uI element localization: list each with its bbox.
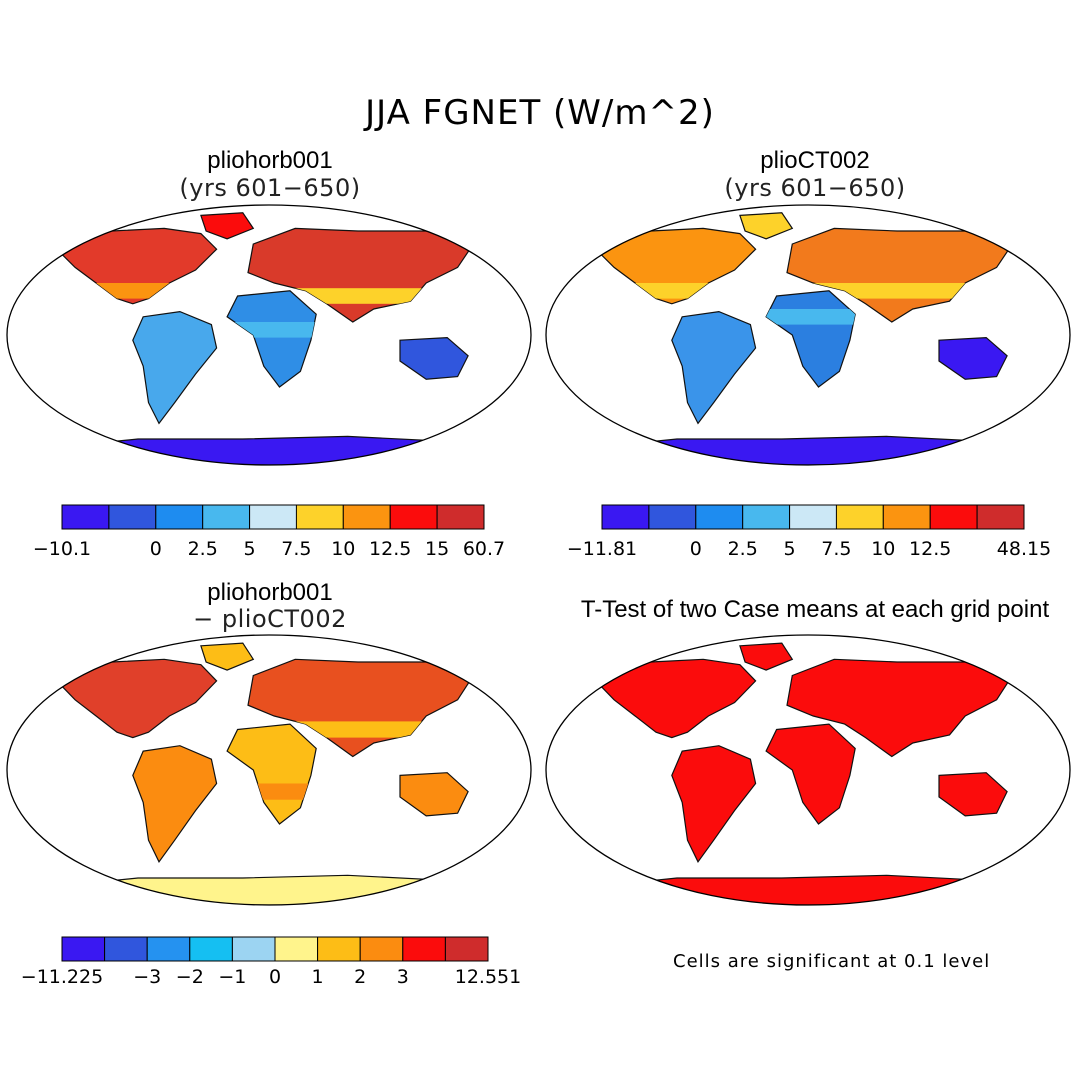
colorbar-swatch bbox=[648, 504, 697, 530]
land-greenland bbox=[200, 212, 255, 240]
land-greenland bbox=[739, 642, 794, 671]
land-antarctica bbox=[597, 874, 1030, 905]
colorbar-tick-label: 5 bbox=[244, 538, 256, 560]
colorbar-tick-label: 0 bbox=[150, 538, 162, 560]
colorbar-swatch bbox=[104, 936, 148, 962]
colorbar-3: −11.225 −3 −2 −1 0 1 2 3 12.551 bbox=[21, 936, 521, 988]
colorbar-tick-label: −1 bbox=[218, 966, 246, 988]
colorbar-tick-label: −11.225 bbox=[21, 966, 103, 988]
colorbar-tick-label: 5 bbox=[784, 538, 796, 560]
colorbar-tick-label: 7.5 bbox=[821, 538, 851, 560]
colorbar-swatch bbox=[402, 936, 446, 962]
colorbar-tick-label: 48.15 bbox=[997, 538, 1051, 560]
land-samerica bbox=[671, 310, 757, 425]
colorbar-tick-label: 7.5 bbox=[281, 538, 311, 560]
land-eurasia bbox=[786, 227, 1014, 323]
land-australia bbox=[938, 772, 1008, 817]
colorbar-swatch bbox=[155, 504, 204, 530]
land-namerica bbox=[58, 658, 218, 739]
colorbar-swatch bbox=[317, 936, 361, 962]
colorbar-swatch bbox=[359, 936, 404, 962]
colorbar-swatch bbox=[389, 504, 438, 530]
panel-3-title: pliohorb001 bbox=[207, 579, 333, 606]
colorbar-1: −10.1 0 2.5 5 7.5 10 12.5 15 60.7 bbox=[33, 504, 505, 560]
colorbar-tick-label: 0 bbox=[269, 966, 281, 988]
land-greenland bbox=[739, 212, 794, 240]
colorbar-swatch bbox=[61, 936, 106, 962]
colorbar-swatch bbox=[436, 504, 485, 530]
land-greenland bbox=[200, 642, 255, 671]
colorbar-tick-label: 15 bbox=[425, 538, 449, 560]
colorbar-tick-label: 12.551 bbox=[455, 966, 521, 988]
land-antarctica bbox=[58, 874, 491, 905]
land-africa bbox=[765, 723, 856, 825]
colorbar-swatch bbox=[601, 504, 650, 530]
map-border bbox=[6, 634, 532, 906]
colorbar-swatch bbox=[929, 504, 978, 530]
land-samerica bbox=[132, 745, 218, 863]
colorbar-swatch bbox=[61, 504, 110, 530]
land-antarctica bbox=[58, 435, 491, 465]
colorbar-tick-label: 10 bbox=[331, 538, 355, 560]
panel-3-subtitle: − plioCT002 bbox=[193, 605, 347, 633]
colorbar-swatch bbox=[882, 504, 931, 530]
map-border bbox=[545, 204, 1071, 466]
colorbar-swatch bbox=[231, 936, 276, 962]
colorbar-swatch bbox=[695, 504, 744, 530]
colorbar-swatch bbox=[189, 936, 233, 962]
significance-note: Cells are significant at 0.1 level bbox=[673, 951, 991, 972]
map-panel-4 bbox=[545, 634, 1071, 906]
panel-1-title: pliohorb001 bbox=[207, 147, 333, 174]
land-eurasia bbox=[786, 658, 1014, 758]
colorbar-swatch bbox=[146, 936, 191, 962]
land-samerica bbox=[671, 745, 757, 863]
colorbar-swatch bbox=[742, 504, 791, 530]
colorbar-swatch bbox=[976, 504, 1025, 530]
colorbar-swatch bbox=[274, 936, 319, 962]
colorbar-tick-label: 0 bbox=[690, 538, 702, 560]
colorbar-tick-label: −10.1 bbox=[33, 538, 91, 560]
colorbar-swatch bbox=[789, 504, 837, 530]
colorbar-tick-label: −3 bbox=[133, 966, 161, 988]
colorbar-tick-label: 60.7 bbox=[463, 538, 505, 560]
colorbar-swatch bbox=[202, 504, 251, 530]
colorbar-tick-label: 12.5 bbox=[369, 538, 411, 560]
colorbar-tick-label: −11.81 bbox=[567, 538, 637, 560]
panel-2-subtitle: (yrs 601−650) bbox=[724, 174, 906, 202]
colorbar-tick-label: 2 bbox=[354, 966, 366, 988]
colorbar-tick-label: 2.5 bbox=[188, 538, 218, 560]
colorbar-tick-label: 1 bbox=[312, 966, 324, 988]
map-border bbox=[6, 204, 532, 466]
main-title: JJA FGNET (W/m^2) bbox=[365, 93, 715, 133]
land-antarctica bbox=[597, 435, 1030, 465]
map-panel-1 bbox=[6, 204, 532, 466]
colorbar-swatch bbox=[295, 504, 344, 530]
colorbar-tick-label: 3 bbox=[397, 966, 409, 988]
map-panel-3 bbox=[6, 634, 532, 906]
colorbar-swatch bbox=[108, 504, 157, 530]
colorbar-swatch bbox=[444, 936, 489, 962]
colorbar-tick-label: 12.5 bbox=[909, 538, 951, 560]
map-panel-2 bbox=[545, 204, 1071, 466]
land-australia bbox=[938, 336, 1008, 380]
colorbar-tick-label: 2.5 bbox=[728, 538, 758, 560]
map-border bbox=[545, 634, 1071, 906]
colorbar-tick-label: 10 bbox=[871, 538, 895, 560]
land-layer bbox=[597, 212, 1030, 465]
colorbar-swatch bbox=[342, 504, 391, 530]
colorbar-2: −11.81 0 2.5 5 7.5 10 12.5 48.15 bbox=[567, 504, 1051, 560]
colorbar-swatch bbox=[249, 504, 298, 530]
panel-2-title: plioCT002 bbox=[760, 147, 870, 174]
panel-4-title: T-Test of two Case means at each grid po… bbox=[580, 596, 1050, 623]
colorbar-swatch bbox=[835, 504, 884, 530]
land-namerica bbox=[597, 658, 757, 739]
colorbar-tick-label: −2 bbox=[176, 966, 204, 988]
land-australia bbox=[399, 772, 469, 817]
land-australia bbox=[399, 336, 469, 380]
land-band-africa bbox=[766, 309, 856, 325]
panel-1-subtitle: (yrs 601−650) bbox=[179, 174, 361, 202]
land-samerica bbox=[132, 310, 218, 425]
